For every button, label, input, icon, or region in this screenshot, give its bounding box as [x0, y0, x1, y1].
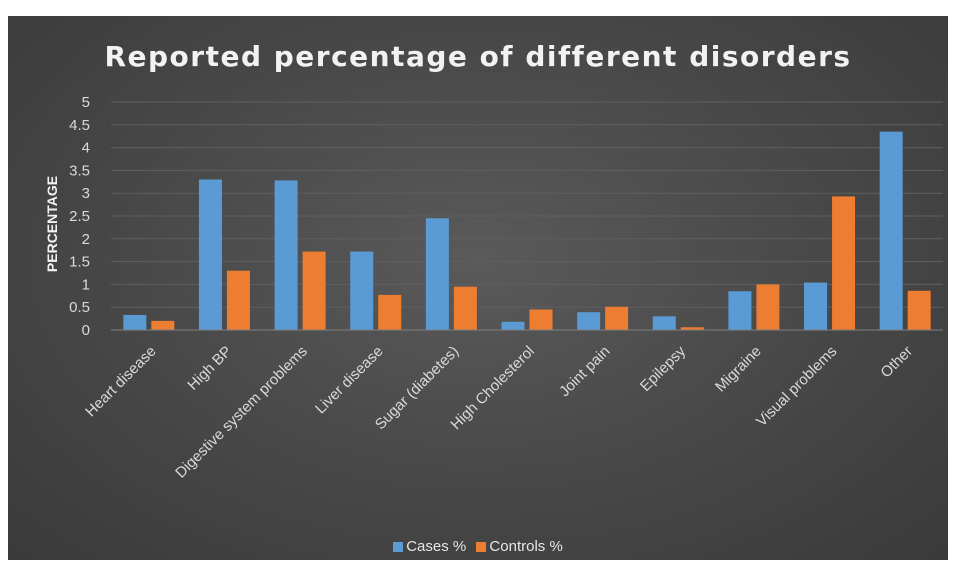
y-tick-label: 5 — [82, 94, 90, 111]
bar-chart: 0 0.5 1 1.5 2 2.5 3 3.5 4 4.5 5 Heart disease High … — [44, 94, 943, 482]
x-tick-label: Migraine — [712, 343, 765, 396]
gridlines — [111, 101, 943, 308]
y-tick-label: 0 — [82, 322, 90, 339]
y-tick-label: 2 — [82, 231, 90, 248]
x-tick-label: Joint pain — [556, 343, 613, 400]
bar-controls — [832, 196, 856, 330]
chart-frame: Reported percentage of different disorde… — [8, 16, 948, 560]
bar-cases — [198, 179, 222, 330]
y-tick-label: 3 — [82, 185, 90, 202]
chart-title: Reported percentage of different disorde… — [104, 40, 852, 73]
x-tick-label: Heart disease — [82, 343, 159, 420]
bar-cases — [652, 316, 676, 330]
legend-swatch-cases — [393, 541, 404, 552]
legend: Cases % Controls % — [8, 538, 948, 556]
legend-label-controls: Controls % — [489, 538, 563, 555]
bar-cases — [879, 131, 903, 330]
bar-controls — [680, 327, 704, 330]
bar-controls — [151, 320, 175, 330]
x-tick-label: Visual problems — [753, 343, 840, 430]
legend-swatch-controls — [476, 541, 487, 552]
bar-controls — [605, 306, 629, 330]
y-axis-label: PERCENTAGE — [44, 176, 60, 272]
bar-cases — [274, 180, 298, 330]
bar-cases — [804, 282, 828, 330]
legend-item-controls: Controls % — [476, 538, 563, 555]
legend-label-cases: Cases % — [406, 538, 467, 555]
x-tick-label: High Cholesterol — [447, 343, 537, 433]
y-axis-ticks: 0 0.5 1 1.5 2 2.5 3 3.5 4 4.5 5 — [69, 94, 90, 339]
y-tick-label: 4.5 — [69, 117, 90, 134]
y-tick-label: 1 — [82, 276, 90, 293]
x-tick-label: Liver disease — [312, 343, 387, 418]
bar-controls — [226, 270, 250, 330]
bar-controls — [756, 284, 780, 330]
bar-controls — [907, 290, 931, 330]
bar-cases — [501, 321, 525, 330]
x-tick-label: Other — [877, 343, 916, 382]
bar-cases — [123, 314, 147, 330]
bar-cases — [350, 251, 374, 330]
x-tick-label: Digestive system problems — [172, 343, 311, 482]
bar-cases — [425, 218, 449, 330]
bar-controls — [378, 294, 402, 330]
y-tick-label: 4 — [82, 140, 90, 157]
y-tick-label: 1.5 — [69, 254, 90, 271]
bar-controls — [453, 286, 477, 330]
bar-controls — [529, 309, 553, 330]
bars — [123, 131, 931, 330]
x-tick-label: High BP — [184, 343, 235, 394]
bar-controls — [302, 251, 326, 330]
bar-cases — [728, 291, 752, 330]
y-tick-label: 0.5 — [69, 299, 90, 316]
legend-item-cases: Cases % — [393, 538, 466, 555]
bar-cases — [577, 312, 601, 330]
y-tick-label: 2.5 — [69, 208, 90, 225]
x-tick-label: Epilepsy — [637, 342, 689, 394]
y-tick-label: 3.5 — [69, 162, 90, 179]
